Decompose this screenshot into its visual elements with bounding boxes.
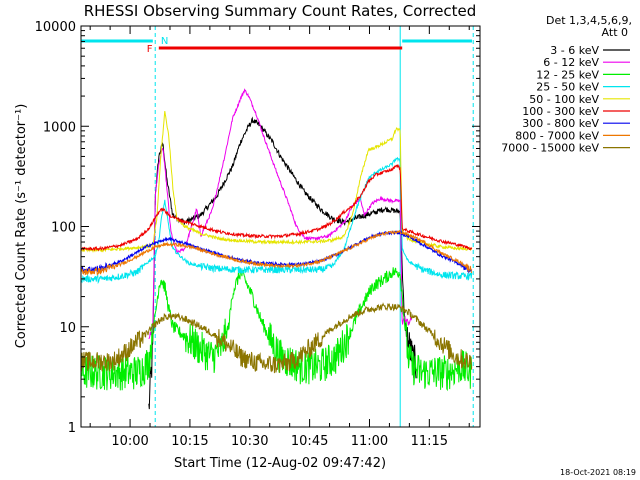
y-tick-label: 10 — [59, 321, 76, 336]
legend-label: 50 - 100 keV — [529, 93, 599, 106]
series-line-2 — [148, 88, 413, 340]
y-axis: 1 10 100 1000 10000 — [35, 20, 480, 436]
series-line-9 — [80, 302, 473, 374]
series-line-8 — [80, 229, 473, 276]
legend-label: 7000 - 15000 keV — [501, 142, 599, 155]
date-stamp: 18-Oct-2021 08:19 — [560, 468, 636, 477]
y-tick-label: 1 — [68, 421, 76, 436]
x-tick-label: 11:00 — [351, 434, 388, 449]
y-tick-label: 100 — [51, 221, 76, 236]
legend-label: 100 - 300 keV — [522, 105, 599, 118]
legend-label: 25 - 50 keV — [536, 81, 599, 94]
legend-label: 800 - 7000 keV — [515, 129, 599, 142]
series-line-1 — [148, 116, 417, 410]
x-tick-label: 10:15 — [171, 434, 208, 449]
legend-label: 300 - 800 keV — [522, 117, 599, 130]
legend-label: 12 - 25 keV — [536, 68, 599, 81]
x-tick-label: 10:00 — [111, 434, 148, 449]
legend-label: 3 - 6 keV — [550, 44, 599, 57]
x-tick-label: 10:45 — [291, 434, 328, 449]
y-axis-label: Corrected Count Rate (s⁻¹ detector⁻¹) — [14, 104, 29, 349]
series-line-3 — [80, 267, 473, 392]
legend-header-line-1: Det 1,3,4,5,6,9, — [546, 14, 632, 27]
x-tick-label: 10:30 — [231, 434, 268, 449]
y-tick-label: 10000 — [35, 20, 76, 35]
x-axis: 10:00 10:15 10:30 10:45 11:00 11:15 — [89, 26, 470, 449]
legend-header-line-2: Att 0 — [602, 26, 628, 39]
series-line-6 — [80, 163, 473, 252]
flag-label-night: N — [161, 36, 168, 47]
chart-title: RHESSI Observing Summary Count Rates, Co… — [84, 2, 477, 20]
series-line-7 — [80, 230, 473, 274]
flag-label-flare: F — [147, 44, 153, 55]
x-tick-label: 11:15 — [411, 434, 448, 449]
x-axis-label: Start Time (12-Aug-02 09:47:42) — [174, 456, 386, 471]
y-tick-label: 1000 — [43, 120, 76, 135]
legend-label: 6 - 12 keV — [543, 56, 599, 69]
plot-area: NF — [80, 26, 474, 427]
series-line-4 — [80, 156, 473, 285]
